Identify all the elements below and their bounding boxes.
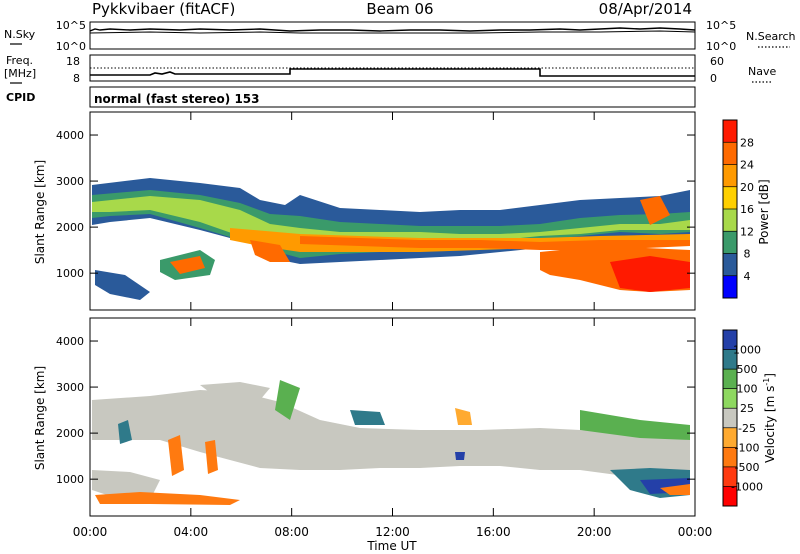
velocity-ytick-label: 4000 [56, 335, 84, 348]
velocity-ylabel: Slant Range [km] [33, 366, 47, 470]
power-colorbar: 28 24 20 16 12 8 4 [722, 119, 754, 299]
cpid-value: normal (fast stereo) 153 [94, 92, 260, 106]
velocity-colorbar-swatch [723, 330, 737, 351]
velocity-colorbar-swatch [723, 408, 737, 429]
power-colorbar-swatch [723, 275, 737, 299]
velocity-colorbar-swatch [723, 369, 737, 390]
noise-trace [89, 27, 696, 32]
velocity-panel: Slant Range [km] 1000 2000 3000 4000 1000 50… [33, 317, 777, 517]
station-title: Pykkvibaer (fitACF) [92, 0, 235, 18]
velocity-xticks [89, 318, 696, 516]
velocity-colorbar-swatch [723, 447, 737, 468]
power-ytick-label: 1000 [56, 267, 84, 280]
velocity-colorbar-swatch [723, 466, 737, 487]
power-colorbar-tick-label: 28 [740, 136, 754, 149]
velocity-colorbar-tick-label: 100 [737, 383, 758, 396]
velocity-colorbar-tick-label: 1000 [733, 344, 761, 357]
power-colorbar-tick-label: 20 [740, 181, 754, 194]
power-ytick-label: 4000 [56, 129, 84, 142]
time-tick-label: 12:00 [375, 525, 410, 539]
noise-panel: N.Sky 10^5 10^0 10^5 10^0 N.Search [4, 19, 796, 53]
cpid-label: CPID [6, 91, 35, 104]
velocity-colorbar-swatch [723, 349, 737, 370]
velocity-colorbar-swatch [723, 388, 737, 409]
time-tick-label: 00:00 [678, 525, 713, 539]
power-ylabel: Slant Range [km] [33, 160, 47, 264]
frequency-panel: Freq. [MHz] 18 8 60 0 Nave [4, 54, 776, 85]
power-colorbar-swatch [723, 164, 737, 188]
time-tick-label: 00:00 [73, 525, 108, 539]
velocity-colorbar-swatch [723, 427, 737, 448]
power-colorbar-swatch [723, 209, 737, 232]
power-colorbar-tick-label: 4 [744, 270, 751, 283]
velocity-colorbar-frame [722, 329, 738, 507]
power-colorbar-tick-label: 16 [740, 203, 754, 216]
freq-label-1: Freq. [6, 54, 33, 67]
velocity-colorbar: 1000 500 100 25 -25 -100 -500 -1000 [722, 329, 763, 507]
nave-label: Nave [748, 65, 776, 78]
noise-right-tick-high: 10^5 [706, 19, 736, 32]
power-panel: Slant Range [km] 1000 2000 3000 4000 28 24 20… [33, 111, 771, 311]
date-title: 08/Apr/2014 [599, 0, 692, 18]
freq-left-tick-low: 8 [73, 72, 80, 85]
power-colorbar-swatch [723, 120, 737, 143]
power-colorbar-swatch [723, 186, 737, 210]
velocity-yticks: 1000 2000 3000 4000 [56, 335, 695, 486]
time-axis-title: Time UT [366, 539, 417, 553]
noise-left-tick-low: 10^0 [56, 40, 86, 53]
time-axis-labels: 00:00 04:00 08:00 12:00 16:00 20:00 00:00 [73, 525, 713, 539]
time-tick-label: 16:00 [476, 525, 511, 539]
time-tick-label: 04:00 [174, 525, 209, 539]
power-yticks: 1000 2000 3000 4000 [56, 129, 695, 280]
beam-title: Beam 06 [366, 0, 433, 18]
velocity-field [92, 380, 690, 505]
velocity-colorbar-tick-label: 25 [740, 402, 754, 415]
velocity-colorbar-swatch [723, 486, 737, 507]
n-search-label: N.Search [746, 30, 796, 43]
power-colorbar-tick-label: 24 [740, 159, 754, 172]
time-tick-label: 20:00 [577, 525, 612, 539]
velocity-colorbar-tick-label: -25 [738, 422, 756, 435]
power-colorbar-swatch [723, 253, 737, 277]
noise-left-tick-high: 10^5 [56, 19, 86, 32]
velocity-ytick-label: 3000 [56, 381, 84, 394]
nave-right-tick-high: 60 [710, 55, 724, 68]
power-colorbar-label: Power [dB] [757, 179, 771, 244]
noise-right-tick-low: 10^0 [706, 40, 736, 53]
noise-search-trace [89, 30, 696, 34]
n-sky-label: N.Sky [4, 28, 36, 41]
freq-label-2: [MHz] [4, 67, 36, 80]
velocity-colorbar-label: Velocity [m s-1] [762, 373, 777, 463]
velocity-ytick-label: 2000 [56, 427, 84, 440]
nave-right-tick-low: 0 [710, 72, 717, 85]
power-colorbar-tick-label: 12 [740, 225, 754, 238]
velocity-colorbar-tick-label: -500 [735, 461, 760, 474]
power-field [92, 178, 690, 300]
time-tick-label: 08:00 [274, 525, 309, 539]
power-colorbar-tick-label: 8 [744, 248, 751, 261]
power-xticks [89, 112, 696, 310]
power-ytick-label: 2000 [56, 221, 84, 234]
freq-left-tick-high: 18 [66, 55, 80, 68]
power-colorbar-swatch [723, 231, 737, 254]
velocity-colorbar-tick-label: 500 [737, 363, 758, 376]
power-colorbar-swatch [723, 142, 737, 165]
power-ytick-label: 3000 [56, 175, 84, 188]
velocity-colorbar-tick-label: -1000 [731, 480, 763, 493]
velocity-ytick-label: 1000 [56, 473, 84, 486]
velocity-colorbar-tick-label: -100 [735, 441, 760, 454]
frequency-trace [90, 68, 695, 77]
